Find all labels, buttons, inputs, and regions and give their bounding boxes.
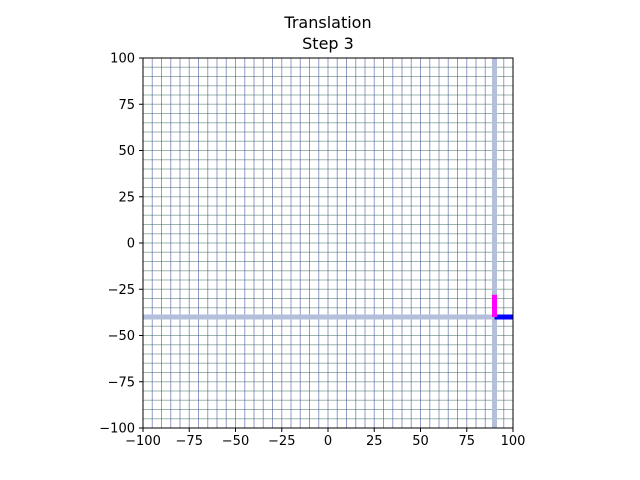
grid-lines [142,57,514,429]
x-tick-label: −25 [268,434,295,449]
x-tick-label: 25 [366,434,383,449]
x-tick-label: 0 [324,434,332,449]
x-tick-label: 75 [458,434,475,449]
axis-ticks: −100 −75 −50 −25 0 25 50 75 100 −100 −75 −50 −25 0 25 5… [99,52,525,450]
y-tick-label: −25 [108,283,135,298]
y-tick-label: 0 [127,237,135,252]
y-tick-label: −100 [99,422,135,437]
x-tick-label: 50 [412,434,429,449]
highlight-lines [143,58,513,428]
x-tick-label: −100 [125,434,161,449]
chart-subtitle: Step 3 [302,34,354,53]
y-tick-label: 50 [118,144,135,159]
y-tick-label: 75 [118,98,135,113]
chart-title: Translation [283,13,371,32]
x-tick-label: 100 [501,434,526,449]
x-tick-label: −50 [222,434,249,449]
y-tick-label: 25 [118,190,135,205]
series-group [492,294,513,320]
y-tick-label: 100 [110,52,135,67]
y-tick-label: −75 [108,375,135,390]
x-tick-label: −75 [176,434,203,449]
y-tick-label: −50 [108,329,135,344]
